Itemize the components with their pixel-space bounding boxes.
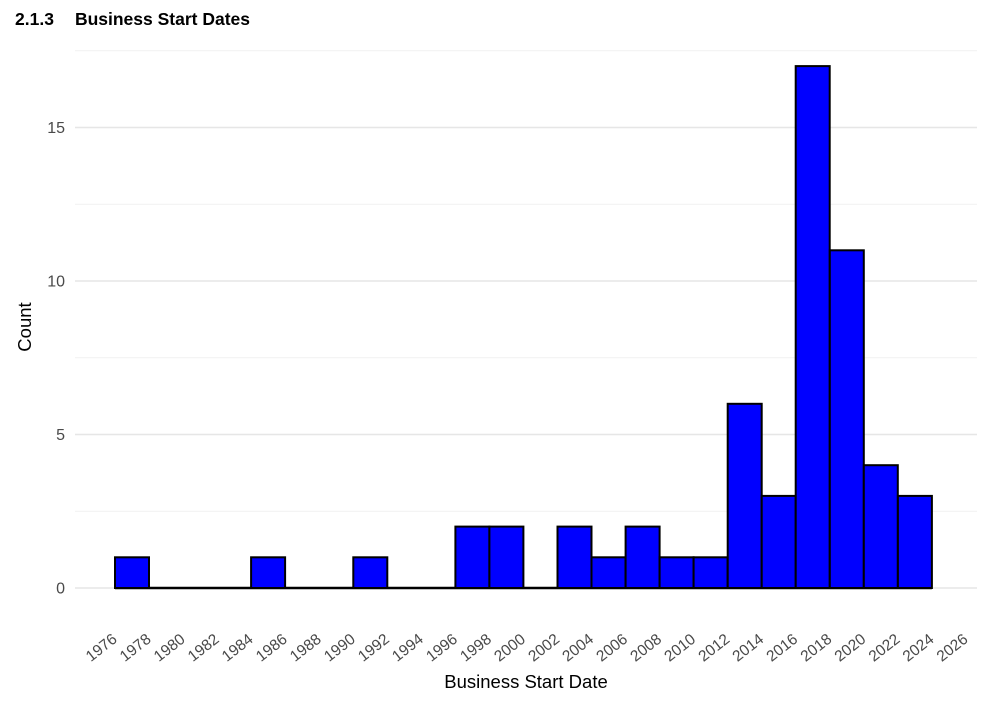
histogram-bar bbox=[658, 556, 695, 589]
x-tick-label: 2024 bbox=[900, 631, 938, 666]
x-tick-label: 2006 bbox=[593, 631, 631, 666]
section-number: 2.1.3 bbox=[15, 9, 54, 29]
x-tick-label: 1986 bbox=[253, 631, 291, 666]
x-tick-label: 2002 bbox=[525, 631, 563, 666]
histogram-bar bbox=[624, 525, 661, 589]
y-tick-label: 10 bbox=[47, 273, 65, 290]
histogram-bar bbox=[896, 494, 933, 589]
x-tick-label: 1984 bbox=[219, 631, 257, 666]
histogram-bar bbox=[352, 556, 389, 589]
x-tick-label: 1998 bbox=[457, 631, 495, 666]
x-tick-label: 1996 bbox=[423, 631, 461, 666]
histogram-bar bbox=[488, 525, 525, 589]
histogram-bar bbox=[590, 556, 627, 589]
histogram-bar bbox=[556, 525, 593, 589]
x-tick-label: 2018 bbox=[798, 631, 836, 666]
x-tick-label: 2008 bbox=[627, 631, 665, 666]
histogram-bar bbox=[454, 525, 491, 589]
histogram-bar bbox=[862, 464, 899, 590]
section-title: Business Start Dates bbox=[74, 9, 251, 29]
x-tick-label: 2014 bbox=[730, 631, 768, 666]
histogram-bar bbox=[250, 556, 287, 589]
x-tick-label: 2012 bbox=[696, 631, 734, 666]
x-tick-label: 1994 bbox=[389, 631, 427, 666]
histogram-bar bbox=[794, 65, 831, 590]
section-heading: 2.1.3 Business Start Dates bbox=[15, 9, 250, 30]
x-axis-title: Business Start Date bbox=[444, 671, 608, 692]
x-tick-label: 1980 bbox=[151, 631, 189, 666]
y-tick-label: 0 bbox=[56, 581, 65, 598]
x-tick-label: 1990 bbox=[321, 631, 359, 666]
x-tick-label: 2004 bbox=[559, 631, 597, 666]
histogram-bar bbox=[114, 556, 150, 589]
x-tick-label: 2010 bbox=[661, 631, 699, 666]
histogram-bar bbox=[692, 556, 729, 589]
x-tick-label: 1988 bbox=[287, 631, 325, 666]
histogram-bar bbox=[726, 402, 763, 589]
histogram-bar bbox=[760, 494, 797, 589]
y-tick-label: 15 bbox=[47, 120, 65, 137]
x-tick-label: 1992 bbox=[355, 631, 393, 666]
x-tick-label: 2000 bbox=[491, 631, 529, 666]
y-tick-label: 5 bbox=[56, 427, 65, 444]
x-tick-label: 1976 bbox=[83, 631, 121, 666]
x-tick-label: 2020 bbox=[832, 631, 870, 666]
x-tick-label: 1978 bbox=[117, 631, 155, 666]
x-tick-label: 2022 bbox=[866, 631, 904, 666]
x-tick-label: 2026 bbox=[934, 631, 972, 666]
x-tick-label: 2016 bbox=[764, 631, 802, 666]
x-tick-label: 1982 bbox=[185, 631, 223, 666]
histogram-bar bbox=[828, 249, 865, 590]
